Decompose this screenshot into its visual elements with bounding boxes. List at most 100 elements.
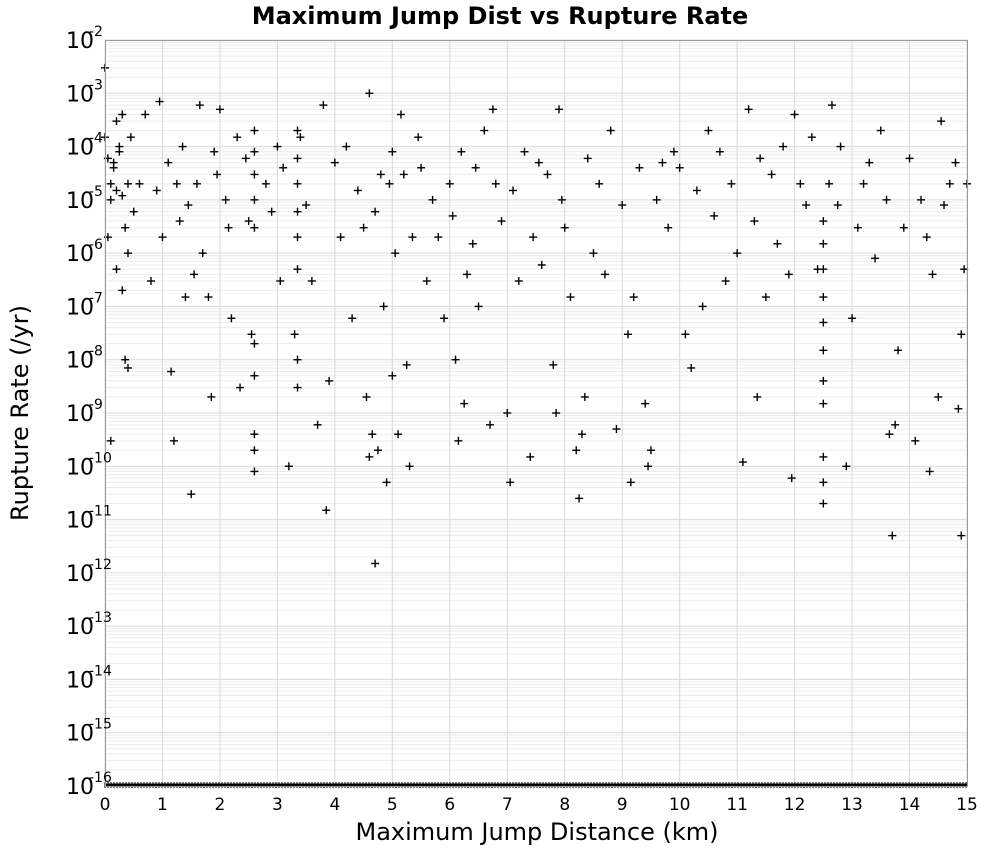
data-point — [894, 346, 903, 355]
data-point — [250, 430, 259, 439]
data-point — [497, 217, 506, 226]
data-point — [575, 494, 584, 503]
data-point — [710, 211, 719, 220]
data-point — [250, 170, 259, 179]
data-point — [293, 126, 302, 135]
y-tick-label: 10-2 — [66, 24, 103, 54]
data-point — [577, 430, 586, 439]
data-point — [448, 211, 457, 220]
data-point — [836, 142, 845, 151]
data-point — [190, 270, 199, 279]
data-point — [348, 314, 357, 323]
data-point — [109, 158, 118, 167]
zero-rate-baseline — [104, 782, 967, 788]
data-point — [244, 217, 253, 226]
data-point — [618, 201, 627, 210]
data-point — [463, 270, 472, 279]
data-point — [925, 467, 934, 476]
y-tick-exponent: -10 — [89, 450, 112, 466]
y-tick-base: 10 — [66, 722, 94, 747]
data-point — [388, 147, 397, 156]
data-point — [819, 293, 828, 302]
data-point — [802, 201, 811, 210]
data-point — [233, 133, 242, 142]
y-tick-label: 10-5 — [66, 184, 103, 214]
data-point — [520, 147, 529, 156]
y-tick-exponent: -8 — [89, 344, 103, 360]
data-point — [543, 170, 552, 179]
data-point — [534, 158, 543, 167]
data-point — [825, 179, 834, 188]
x-tick-label: 12 — [784, 795, 806, 815]
data-point — [957, 330, 966, 339]
data-point — [934, 392, 943, 401]
data-point — [342, 142, 351, 151]
data-point — [181, 293, 190, 302]
data-points — [101, 63, 971, 568]
y-tick-exponent: -2 — [89, 24, 103, 40]
data-point — [250, 147, 259, 156]
data-point — [644, 462, 653, 471]
data-point — [779, 142, 788, 151]
data-point — [506, 478, 515, 487]
data-point — [917, 195, 926, 204]
data-point — [891, 420, 900, 429]
data-point — [112, 186, 121, 195]
y-tick-base: 10 — [66, 668, 94, 693]
data-point — [871, 254, 880, 263]
data-point — [488, 105, 497, 114]
data-point — [595, 179, 604, 188]
data-point — [118, 191, 127, 200]
y-tick-exponent: -11 — [89, 504, 112, 520]
data-point — [408, 233, 417, 242]
data-point — [250, 223, 259, 232]
data-point — [566, 293, 575, 302]
data-point — [276, 277, 285, 286]
data-point — [727, 179, 736, 188]
y-tick-exponent: -9 — [89, 397, 103, 413]
x-tick-labels: 0 1 2 3 4 5 6 7 8 9 10 11 12 13 14 15 — [100, 795, 978, 815]
data-point — [738, 458, 747, 467]
data-point — [362, 392, 371, 401]
data-point — [589, 249, 598, 258]
data-point — [514, 277, 523, 286]
data-point — [819, 217, 828, 226]
data-point — [123, 363, 132, 372]
x-tick-label: 10 — [669, 795, 691, 815]
y-tick-base: 10 — [66, 402, 94, 427]
data-point — [293, 233, 302, 242]
data-point — [368, 430, 377, 439]
data-point — [819, 499, 828, 508]
data-point — [302, 201, 311, 210]
x-tick-label: 3 — [272, 795, 283, 815]
data-point — [471, 163, 480, 172]
y-tick-label: 10-6 — [66, 237, 103, 267]
data-point — [629, 293, 638, 302]
data-point — [417, 163, 426, 172]
data-point — [509, 186, 518, 195]
x-tick-label: 6 — [444, 795, 455, 815]
y-tick-base: 10 — [66, 189, 94, 214]
data-point — [692, 186, 701, 195]
data-point — [557, 195, 566, 204]
y-tick-base: 10 — [66, 136, 94, 161]
data-point — [940, 201, 949, 210]
data-point — [529, 233, 538, 242]
data-point — [330, 158, 339, 167]
data-point — [250, 467, 259, 476]
data-point — [261, 179, 270, 188]
data-point — [106, 436, 115, 445]
data-point — [675, 163, 684, 172]
data-point — [480, 126, 489, 135]
data-point — [307, 277, 316, 286]
x-tick-label: 14 — [899, 795, 921, 815]
data-point — [365, 89, 374, 98]
data-point — [227, 314, 236, 323]
y-tick-label: 10-11 — [66, 504, 112, 534]
data-point — [681, 330, 690, 339]
data-point — [744, 105, 753, 114]
data-point — [652, 195, 661, 204]
y-tick-exponent: -16 — [89, 770, 112, 786]
data-point — [580, 392, 589, 401]
y-tick-label: 10-13 — [66, 610, 112, 640]
